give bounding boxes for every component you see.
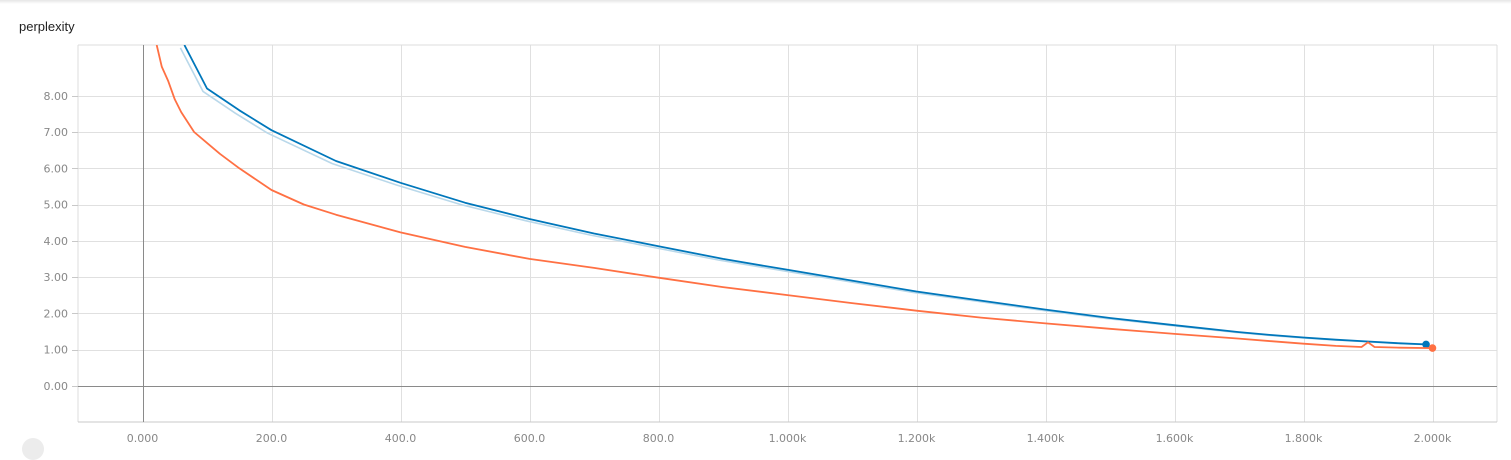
- series-1-line[interactable]: [155, 45, 1433, 349]
- x-tick-label: 0.000: [127, 432, 159, 445]
- series-0-raw-line: [179, 47, 1423, 346]
- series-1-end-point[interactable]: [1428, 344, 1437, 352]
- x-tick-label: 400.0: [385, 432, 417, 445]
- x-tick-label: 1.400k: [1027, 432, 1065, 445]
- x-tick-label: 1.800k: [1285, 432, 1323, 445]
- y-tick-label: 6.00: [44, 162, 69, 175]
- x-tick-label: 1.200k: [898, 432, 936, 445]
- y-tick-label: 3.00: [44, 271, 69, 284]
- x-tick-label: 1.000k: [769, 432, 807, 445]
- grid-layer: [78, 45, 1497, 422]
- expand-button[interactable]: [22, 438, 44, 460]
- y-tick-label: 5.00: [44, 199, 69, 212]
- line-chart[interactable]: 0.000 200.0 400.0 600.0 800.0 1.000k 1.200k 1.4…: [0, 0, 1511, 448]
- y-tick-label: 8.00: [44, 90, 69, 103]
- x-tick-label: 600.0: [514, 432, 546, 445]
- x-tick-label: 800.0: [643, 432, 675, 445]
- card-top-shadow: [0, 0, 1511, 4]
- x-tick-label: 2.000k: [1414, 432, 1452, 445]
- y-tick-label: 1.00: [44, 344, 69, 357]
- x-tick-label: 1.600k: [1156, 432, 1194, 445]
- y-tick-label: 0.00: [44, 380, 69, 393]
- series-0-end-point[interactable]: [1422, 340, 1430, 349]
- y-tick-label: 4.00: [44, 235, 69, 248]
- x-tick-label: 200.0: [256, 432, 288, 445]
- chart-title: perplexity: [19, 19, 75, 34]
- axis-layer: [72, 44, 1498, 423]
- tick-label-layer: 0.000 200.0 400.0 600.0 800.0 1.000k 1.200k 1.4…: [44, 90, 1453, 445]
- series-layer: [155, 45, 1437, 352]
- y-tick-label: 7.00: [44, 126, 69, 139]
- series-0-line[interactable]: [183, 45, 1427, 346]
- y-tick-label: 2.00: [44, 307, 69, 320]
